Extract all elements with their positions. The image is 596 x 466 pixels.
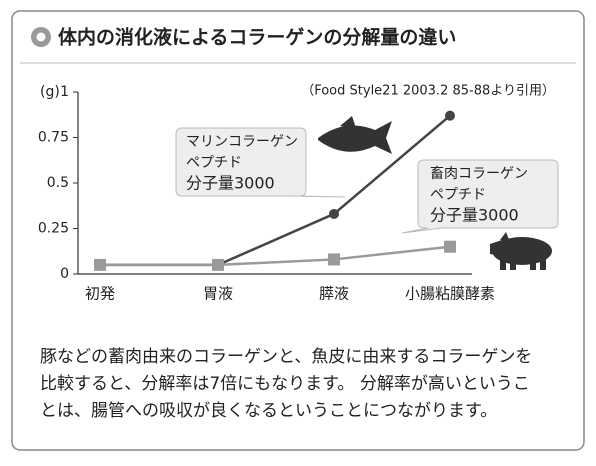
y-tick-label: 0.5 [47, 175, 69, 191]
legend-label: ペプチド [186, 155, 242, 171]
legend-label: 畜肉コラーゲン [430, 166, 528, 182]
data-point [212, 258, 224, 271]
y-tick-label: 1 [60, 84, 69, 100]
x-tick-label: 小腸粘膜酵素 [405, 285, 495, 303]
title-icon-inner [36, 32, 46, 42]
data-point [94, 258, 106, 271]
y-tick-label: 0.25 [38, 221, 69, 237]
data-point [445, 110, 455, 121]
data-point [328, 253, 340, 266]
fish-icon [318, 116, 392, 154]
data-point [444, 240, 456, 253]
legend-label: ペプチド [430, 187, 486, 203]
x-tick-label: 初発 [85, 285, 115, 303]
legend-label: 分子量3000 [430, 206, 519, 225]
x-tick-label: 膵液 [319, 285, 349, 303]
y-axis-label: (g) [40, 84, 60, 100]
series-line [100, 245, 451, 267]
caption-line: 比較すると、分解率は7倍にもなります。 分解率が高いというこ [40, 374, 530, 394]
caption-line: 豚などの蓄肉由来のコラーゲンと、魚皮に由来するコラーゲンを [40, 347, 532, 367]
legend-label: マリンコラーゲン [186, 134, 298, 150]
legend-label: 分子量3000 [186, 174, 275, 193]
y-tick-label: 0 [60, 266, 69, 282]
title: 体内の消化液によるコラーゲンの分解量の違い [58, 26, 456, 49]
pig-icon [490, 232, 552, 270]
callout-box [175, 127, 346, 198]
y-tick-label: 0.75 [38, 130, 69, 146]
x-tick-label: 胃液 [203, 285, 233, 303]
source-note: （Food Style21 2003.2 85-88より引用） [301, 84, 555, 99]
callout-box [401, 159, 559, 234]
data-point [329, 208, 339, 219]
caption-line: とは、腸管への吸収が良くなるということにつながります。 [40, 401, 497, 421]
